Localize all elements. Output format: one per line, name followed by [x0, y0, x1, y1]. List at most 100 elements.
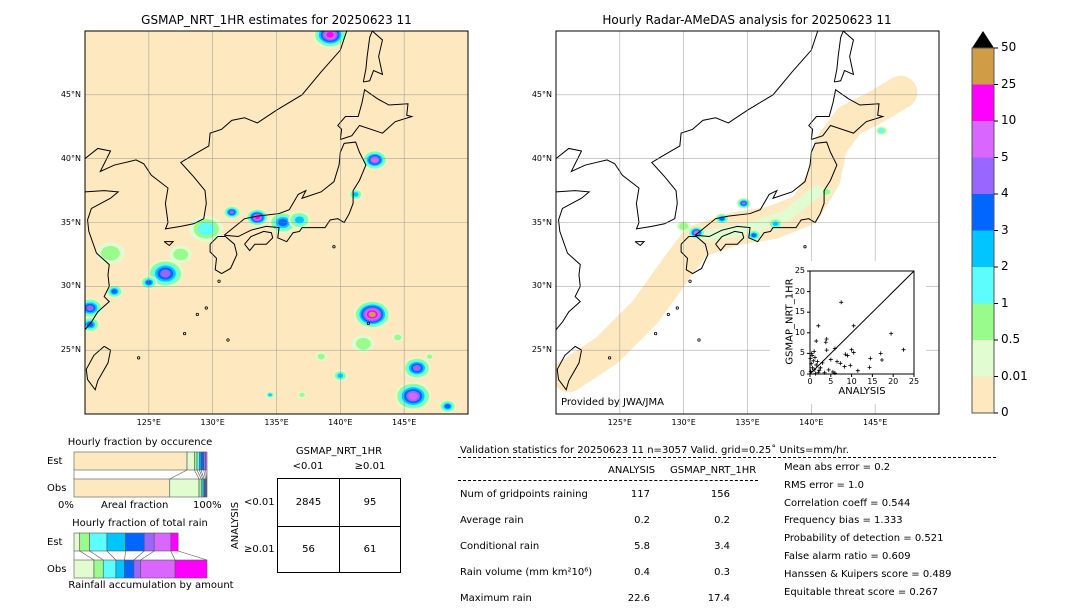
scatter-x-tick: 0 [807, 377, 813, 386]
lon-tick-label: 135°E [735, 418, 760, 427]
scatter-point [828, 357, 833, 362]
scatter-y-tick: 25 [794, 266, 805, 275]
scatter-y-tick: 15 [794, 307, 805, 317]
rain-cell [101, 245, 120, 261]
stat-row-label: Maximum rain [460, 593, 532, 604]
score-line: Correlation coeff = 0.544 [784, 497, 911, 509]
rain-cell [173, 248, 189, 261]
scatter-point [855, 368, 860, 373]
scatter-point [832, 346, 837, 351]
lat-tick-label: 30°N [531, 281, 552, 291]
scatter-point [816, 323, 821, 328]
island [332, 245, 336, 249]
lon-tick-label: 130°E [200, 418, 225, 427]
scatter-y-tick: 5 [799, 348, 805, 358]
score-line: Mean abs error = 0.2 [784, 462, 891, 473]
lon-tick-label: 135°E [264, 418, 289, 427]
stat-gsmap-value: 0.2 [714, 515, 730, 526]
scatter-x-tick: 5 [828, 377, 834, 386]
rain-cell [878, 128, 885, 133]
scatter-point [867, 365, 872, 370]
scatter-point [901, 347, 906, 352]
colorbar-label: 50 [1001, 40, 1017, 54]
island [697, 338, 701, 342]
row-label-ge: ≥0.01 [244, 544, 275, 555]
colorbar-label: 1 [1001, 295, 1009, 310]
lat-tick-label: 45°N [531, 89, 552, 99]
rain-cell [444, 404, 451, 409]
scatter-point [878, 351, 883, 356]
coastline [556, 31, 819, 230]
colorbar-label: 3 [1001, 222, 1009, 237]
coastline [244, 230, 274, 252]
coastline [337, 88, 414, 140]
island [653, 331, 658, 336]
fraction-segment [133, 559, 141, 579]
scatter-point [845, 353, 850, 358]
coastline [680, 236, 709, 275]
scatter-point [848, 363, 853, 368]
colorbar-segment [972, 121, 994, 158]
scatter-y-tick: 20 [794, 286, 805, 296]
contingency-table: 2845 95 56 61 [277, 478, 401, 573]
scatter-x-tick: 10 [846, 377, 857, 386]
scatter-point [810, 365, 815, 370]
stat-gsmap-value: 156 [710, 489, 730, 500]
coastline [556, 345, 583, 391]
lon-tick-label: 125°E [136, 418, 161, 427]
coastline [808, 88, 885, 140]
scatter-point [830, 369, 835, 374]
rain-cell [317, 353, 325, 360]
island [675, 306, 679, 310]
fraction-segment [106, 532, 126, 552]
right-map-title: Hourly Radar-AMeDAS analysis for 2025062… [602, 13, 892, 27]
island [217, 279, 221, 283]
rain-fraction-title: Hourly fraction of total rain [72, 518, 208, 529]
col-gsmap: GSMAP_NRT_1HR [670, 465, 757, 476]
colorbar-label: 0.01 [1001, 368, 1028, 383]
fraction-segment [73, 532, 81, 552]
colorbar-segment [972, 194, 994, 231]
fraction-segment [93, 559, 104, 579]
fraction-segment [194, 451, 198, 471]
coastline [715, 230, 745, 252]
coastline [85, 345, 112, 391]
scatter-point [822, 370, 827, 375]
fraction-segment [206, 478, 208, 498]
cell-hit: 61 [363, 544, 377, 555]
one-to-one-line [809, 270, 915, 375]
coastline [223, 141, 367, 243]
stat-analysis-value: 0.2 [634, 515, 650, 526]
lon-tick-label: 130°E [671, 418, 696, 427]
fraction-segment [198, 478, 202, 498]
scatter-point [809, 361, 814, 366]
colorbar-segment [972, 84, 994, 121]
fraction-segment [125, 532, 145, 552]
colorbar-label: 5 [1001, 149, 1009, 164]
scatter-point [824, 348, 829, 353]
rain-cell [355, 337, 371, 350]
scatter-point [842, 364, 847, 369]
scatter-point [814, 339, 819, 344]
rain-cell [741, 201, 746, 205]
lat-tick-label: 35°N [60, 217, 81, 227]
left-map-title: GSMAP_NRT_1HR estimates for 20250623 11 [141, 13, 412, 27]
fraction-segment [143, 532, 155, 552]
lon-tick-label: 145°E [862, 418, 888, 427]
lat-tick-label: 40°N [531, 153, 552, 163]
scatter-x-tick: 25 [908, 377, 920, 386]
scatter-point [812, 367, 817, 372]
rain-xlabel: Rainfall accumulation by amount [68, 580, 234, 591]
colorbar-segment [972, 230, 994, 267]
occ-est-label: Est [47, 456, 63, 467]
stat-row-label: Rain volume (mm km²10⁶) [460, 567, 593, 578]
stat-analysis-value: 22.6 [627, 593, 650, 604]
scatter-point [813, 371, 818, 376]
coastline [163, 241, 175, 247]
rain-cell [268, 393, 272, 397]
fraction-segment [140, 559, 176, 579]
cell-hit-none: 2845 [295, 497, 322, 508]
stat-analysis-value: 0.4 [634, 567, 650, 578]
colorbar-extend-arrow [972, 31, 994, 48]
